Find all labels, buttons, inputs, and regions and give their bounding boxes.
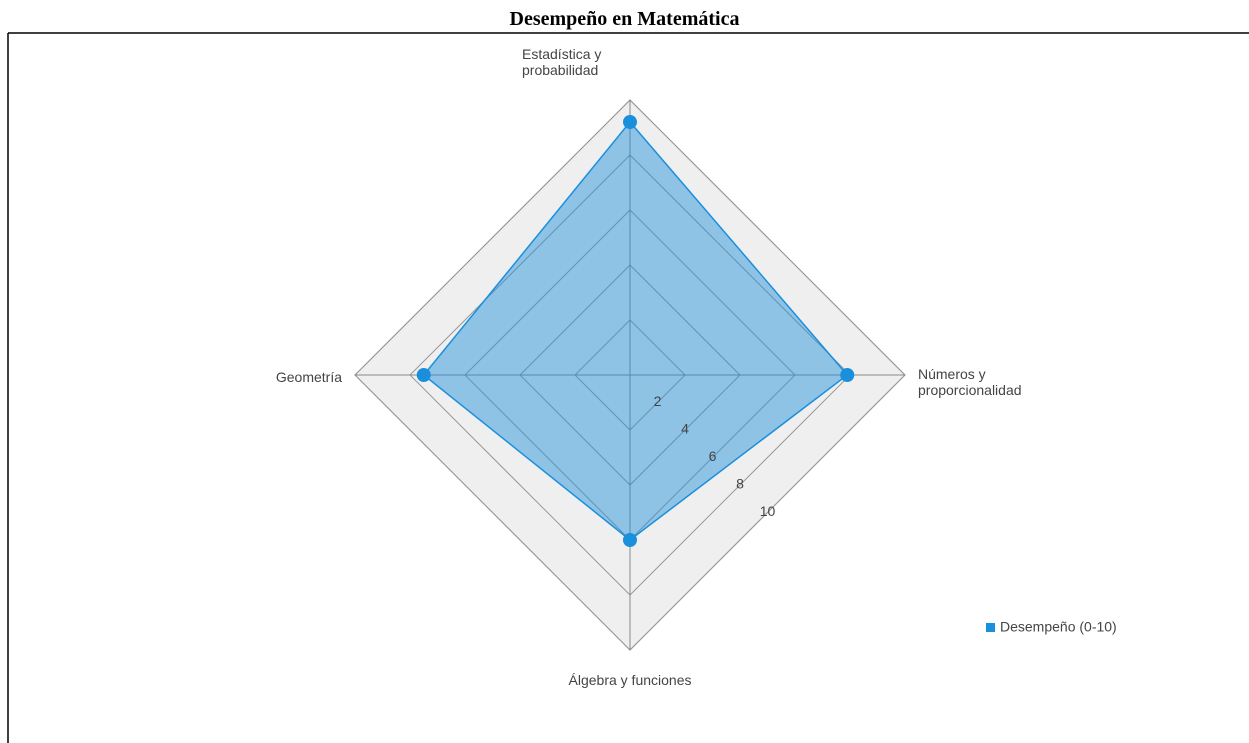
legend-label: Desempeño (0-10)	[1000, 619, 1117, 635]
data-point	[623, 115, 637, 129]
axis-label: Estadística y probabilidad	[522, 46, 602, 78]
chart-title: Desempeño en Matemática	[509, 8, 740, 30]
data-point	[416, 368, 431, 382]
data-point	[623, 533, 637, 547]
axis-label: Geometría	[275, 369, 342, 385]
legend-swatch	[986, 623, 995, 632]
data-point	[840, 368, 855, 382]
r-tick-label: 4	[681, 421, 689, 437]
axis-label: Álgebra y funciones	[568, 672, 692, 688]
r-tick-label: 6	[709, 448, 717, 464]
r-tick-label: 8	[736, 476, 744, 492]
r-tick-label: 10	[760, 503, 776, 519]
r-tick-label: 2	[654, 393, 662, 409]
axis-label: Números y proporcionalidad	[918, 366, 1022, 398]
